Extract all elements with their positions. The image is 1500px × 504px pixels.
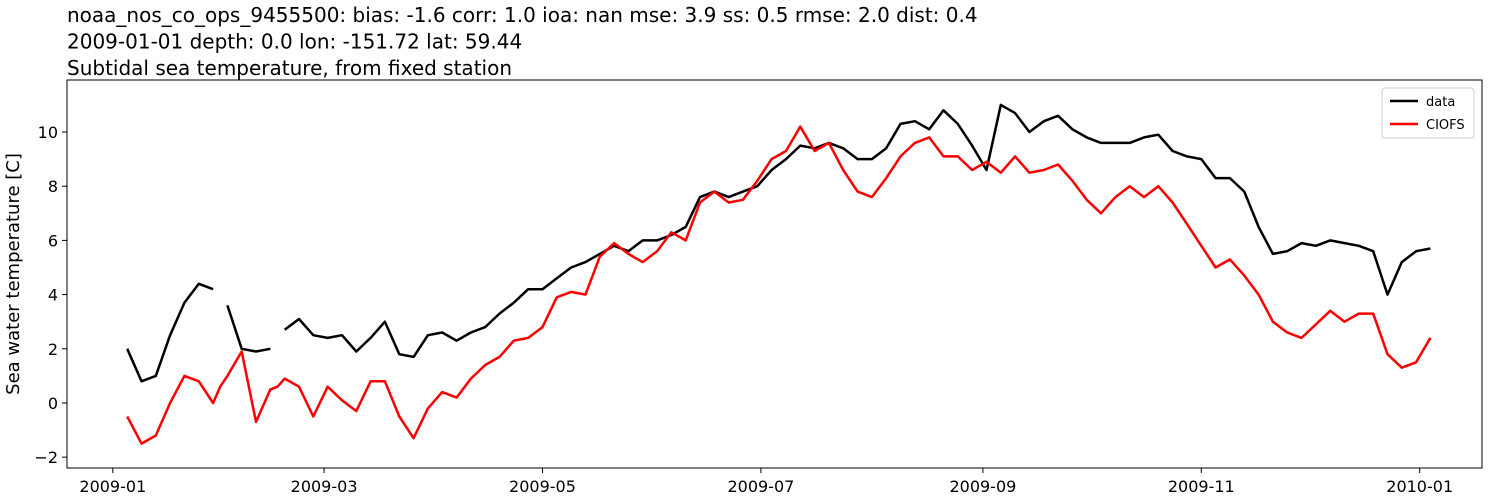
- x-tick-label: 2009-09: [949, 477, 1016, 496]
- plot-frame: [66, 79, 1483, 469]
- data-line: [126, 125, 1432, 445]
- y-tick-label: 4: [48, 286, 58, 305]
- x-tick-label: 2009-11: [1168, 477, 1235, 496]
- y-tick-label: 2: [48, 340, 58, 359]
- chart-title: Subtidal sea temperature, from fixed sta…: [67, 56, 512, 80]
- chart-title: 2009-01-01 depth: 0.0 lon: -151.72 lat: …: [67, 30, 522, 54]
- x-tick-label: 2009-03: [291, 477, 358, 496]
- y-tick-label: 10: [38, 123, 58, 142]
- y-tick-label: 8: [48, 177, 58, 196]
- y-tick-label: −2: [34, 448, 58, 467]
- data-line: [126, 103, 1431, 383]
- x-tick-label: 2010-01: [1386, 477, 1453, 496]
- y-tick-label: 0: [48, 394, 58, 413]
- y-axis-label: Sea water temperature [C]: [3, 153, 24, 395]
- x-tick-label: 2009-07: [727, 477, 794, 496]
- legend-label: data: [1426, 95, 1455, 110]
- x-tick-label: 2009-01: [79, 477, 146, 496]
- chart-title: noaa_nos_co_ops_9455500: bias: -1.6 corr…: [67, 3, 978, 27]
- legend-label: CIOFS: [1426, 118, 1465, 133]
- y-tick-label: 6: [48, 231, 58, 250]
- x-tick-label: 2009-05: [509, 477, 576, 496]
